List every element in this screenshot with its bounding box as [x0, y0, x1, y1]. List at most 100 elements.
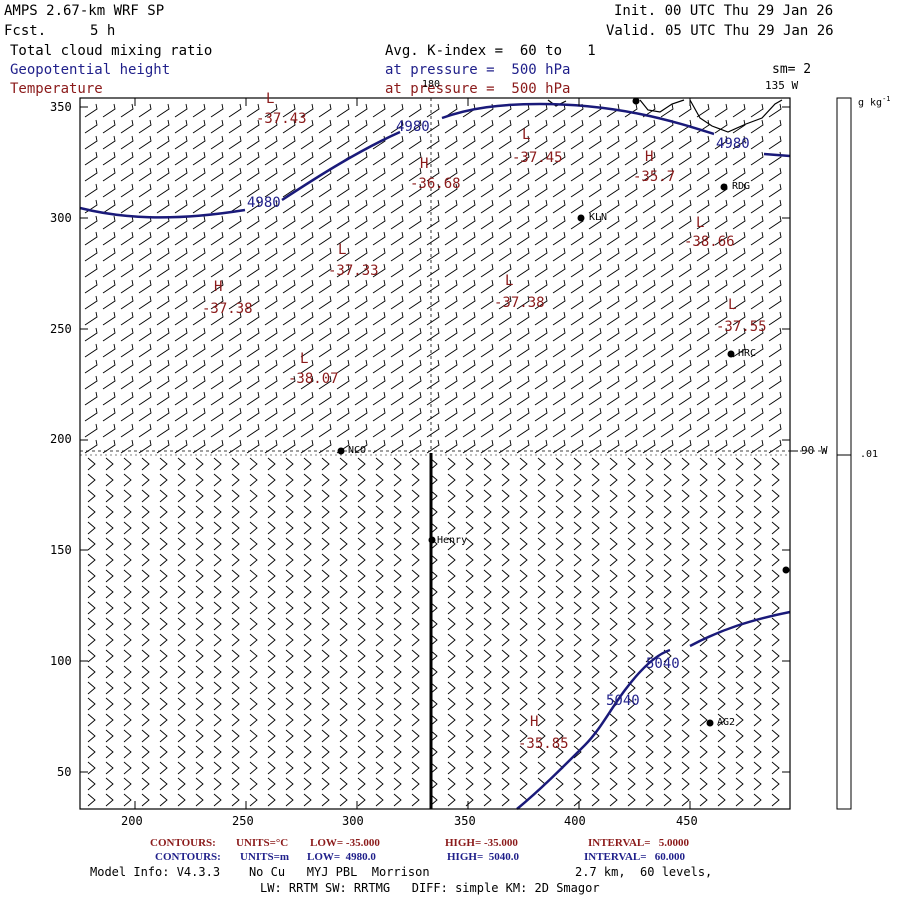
wind-barb	[717, 457, 726, 471]
wind-barb	[750, 327, 764, 342]
wind-barb	[519, 473, 528, 487]
wind-barb	[480, 183, 494, 198]
wind-barb	[195, 649, 204, 663]
wind-barb	[231, 505, 240, 519]
wind-barb	[84, 215, 98, 230]
colorbar-units-exponent: -1	[882, 95, 891, 103]
wind-barb	[192, 247, 206, 262]
wind-barb	[555, 553, 564, 567]
wind-barb	[606, 359, 620, 374]
wind-barb	[84, 263, 98, 278]
wind-barb	[231, 761, 240, 775]
wind-barb	[321, 713, 330, 727]
wind-barb	[552, 119, 566, 134]
wind-barb	[177, 617, 186, 631]
wind-barb	[303, 569, 312, 583]
wind-barb	[228, 423, 242, 438]
wind-barb	[123, 473, 132, 487]
wind-barb	[228, 199, 242, 214]
wind-barb	[231, 649, 240, 663]
wind-barb	[462, 135, 476, 150]
wind-barb	[84, 295, 98, 310]
wind-barb	[501, 729, 510, 743]
wind-barb	[771, 505, 780, 519]
wind-barb	[159, 745, 168, 759]
wind-barb	[285, 569, 294, 583]
wind-barb	[696, 199, 710, 214]
wind-barb	[372, 167, 386, 182]
wind-barb	[192, 183, 206, 198]
wind-barb	[393, 505, 402, 519]
valid-time: Valid. 05 UTC Thu 29 Jan 26	[606, 23, 834, 39]
wind-barb	[123, 585, 132, 599]
wind-barb	[282, 119, 296, 134]
wind-barb	[174, 199, 188, 214]
wind-barb	[516, 327, 530, 342]
wind-barb	[627, 745, 636, 759]
temp-center-value: -35.85	[518, 736, 569, 752]
wind-barb	[195, 489, 204, 503]
wind-barb	[339, 537, 348, 551]
wind-barb	[660, 151, 674, 166]
wind-barb	[519, 489, 528, 503]
wind-barb	[336, 199, 350, 214]
wind-barb	[228, 327, 242, 342]
wind-barb	[660, 199, 674, 214]
field-temperature: Temperature	[10, 81, 103, 97]
wind-barb	[174, 231, 188, 246]
wind-barb	[501, 521, 510, 535]
wind-barb	[321, 633, 330, 647]
station-label-hrc: HRC	[738, 348, 757, 359]
wind-barb	[120, 343, 134, 358]
wind-barb	[573, 553, 582, 567]
wind-barb	[318, 295, 332, 310]
wind-barb	[591, 713, 600, 727]
wind-barb	[444, 199, 458, 214]
wind-barb	[372, 247, 386, 262]
temp-contours-interval: INTERVAL= 5.0000	[588, 837, 690, 849]
wind-barb	[228, 247, 242, 262]
wind-barb	[465, 537, 474, 551]
wind-barb	[714, 359, 728, 374]
wind-barb	[123, 633, 132, 647]
wind-barb	[735, 697, 744, 711]
wind-barb	[141, 489, 150, 503]
wind-barb	[390, 279, 404, 294]
wind-barb	[285, 505, 294, 519]
wind-barb	[156, 327, 170, 342]
wind-barb	[681, 761, 690, 775]
wind-barb	[192, 375, 206, 390]
wind-barb	[246, 199, 260, 214]
wind-barb	[303, 553, 312, 567]
wind-barb	[339, 457, 348, 471]
wind-barb	[264, 263, 278, 278]
wind-barb	[231, 537, 240, 551]
wind-barb	[696, 343, 710, 358]
wind-barb	[555, 777, 564, 791]
wind-barb	[156, 375, 170, 390]
wind-barb	[663, 489, 672, 503]
wind-barb	[141, 601, 150, 615]
wind-barb	[231, 585, 240, 599]
wind-barb	[390, 391, 404, 406]
wind-barb	[501, 601, 510, 615]
wind-barb	[771, 729, 780, 743]
wind-barb	[177, 777, 186, 791]
wind-barb	[714, 391, 728, 406]
x-tick-label: 350	[454, 814, 476, 828]
wind-barb	[645, 585, 654, 599]
wind-barb	[264, 103, 278, 118]
wind-barb	[534, 183, 548, 198]
station-label-rdg: RDG	[732, 181, 751, 192]
wind-barb	[444, 391, 458, 406]
wind-barb	[159, 457, 168, 471]
wind-barb	[591, 489, 600, 503]
wind-barb	[537, 617, 546, 631]
wind-barb	[663, 777, 672, 791]
wind-barb	[570, 151, 584, 166]
wind-barb	[300, 359, 314, 374]
wind-barb	[606, 327, 620, 342]
wind-barb	[249, 521, 258, 535]
wind-barb	[84, 375, 98, 390]
wind-barb	[339, 697, 348, 711]
